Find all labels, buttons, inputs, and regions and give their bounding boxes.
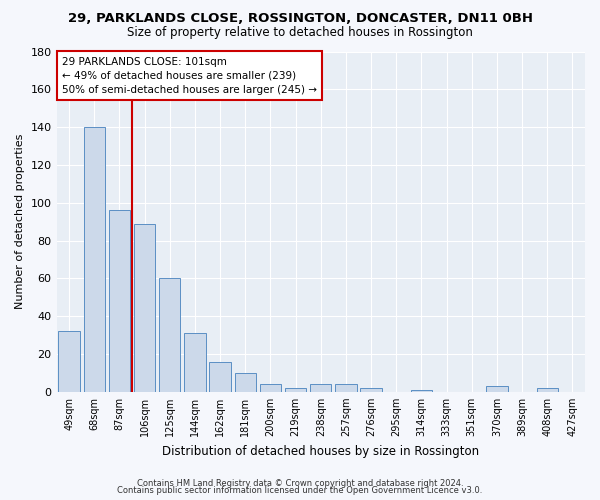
Bar <box>134 224 155 392</box>
Bar <box>310 384 331 392</box>
Bar <box>184 333 206 392</box>
Bar <box>209 362 231 392</box>
Text: 29, PARKLANDS CLOSE, ROSSINGTON, DONCASTER, DN11 0BH: 29, PARKLANDS CLOSE, ROSSINGTON, DONCAST… <box>67 12 533 26</box>
Bar <box>486 386 508 392</box>
Text: 29 PARKLANDS CLOSE: 101sqm
← 49% of detached houses are smaller (239)
50% of sem: 29 PARKLANDS CLOSE: 101sqm ← 49% of deta… <box>62 56 317 94</box>
Bar <box>285 388 307 392</box>
Bar <box>361 388 382 392</box>
Bar <box>335 384 356 392</box>
Bar <box>260 384 281 392</box>
Bar <box>159 278 181 392</box>
Text: Contains HM Land Registry data © Crown copyright and database right 2024.: Contains HM Land Registry data © Crown c… <box>137 478 463 488</box>
Text: Contains public sector information licensed under the Open Government Licence v3: Contains public sector information licen… <box>118 486 482 495</box>
Bar <box>83 127 105 392</box>
Bar <box>109 210 130 392</box>
Bar <box>235 373 256 392</box>
X-axis label: Distribution of detached houses by size in Rossington: Distribution of detached houses by size … <box>162 444 479 458</box>
Y-axis label: Number of detached properties: Number of detached properties <box>15 134 25 310</box>
Bar <box>536 388 558 392</box>
Text: Size of property relative to detached houses in Rossington: Size of property relative to detached ho… <box>127 26 473 39</box>
Bar <box>58 332 80 392</box>
Bar <box>411 390 432 392</box>
